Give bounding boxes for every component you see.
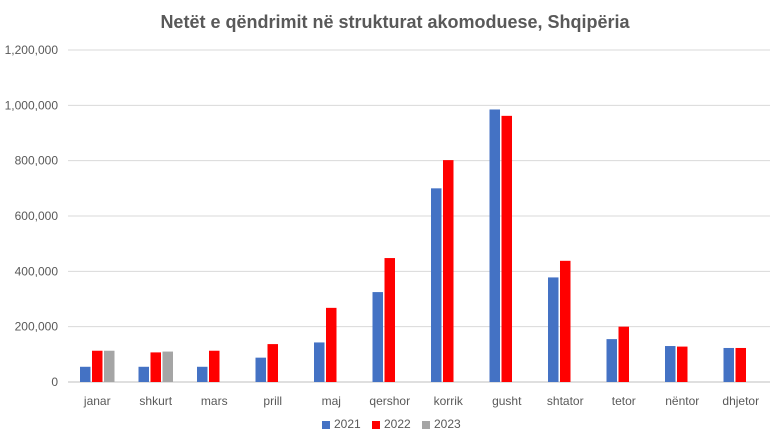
legend-label: 2023 [434,417,461,431]
y-tick-label: 1,000,000 [5,98,59,112]
legend-swatch-2022 [372,421,380,429]
x-tick-label: maj [322,394,341,408]
bar-2022-korrik [443,160,454,382]
x-tick-label: mars [201,394,228,408]
bar-2021-korrik [431,188,442,382]
y-tick-label: 400,000 [15,264,59,278]
bar-2022-prill [267,344,278,382]
bar-2023-shkurt [162,351,173,382]
legend-swatch-2021 [322,421,330,429]
legend-label: 2021 [334,417,361,431]
bar-2021-shtator [548,277,559,382]
x-tick-label: shtator [547,394,584,408]
bar-2021-shkurt [138,366,149,382]
y-tick-label: 0 [51,375,58,389]
bar-2021-maj [314,342,325,382]
y-tick-label: 1,200,000 [5,43,59,57]
gridlines [68,49,770,383]
legend: 2021 2022 2023 [322,417,461,431]
bar-2022-nëntor [677,346,688,382]
bar-2021-prill [255,357,266,382]
bar-2022-qershor [384,258,395,382]
bar-2021-janar [80,366,91,382]
bar-2022-shtator [560,260,571,382]
y-axis-tick-labels: 0 200,000 400,000 600,000 800,000 1,000,000 1,… [5,43,59,389]
legend-swatch-2023 [422,421,430,429]
x-axis-tick-labels: janar shkurt mars prill maj qershor korrik gush… [83,394,759,408]
x-tick-label: janar [83,394,111,408]
bar-2021-dhjetor [723,347,734,382]
bar-2022-gusht [501,115,512,382]
x-tick-label: gusht [492,394,522,408]
legend-label: 2022 [384,417,411,431]
bar-2022-maj [326,307,337,382]
bar-2021-gusht [489,109,500,382]
y-tick-label: 600,000 [15,209,59,223]
bars [80,109,746,382]
x-tick-label: nëntor [665,394,699,408]
bar-2021-qershor [372,292,383,382]
x-tick-label: dhjetor [722,394,759,408]
x-tick-label: tetor [612,394,636,408]
x-tick-label: prill [263,394,282,408]
bar-2022-janar [92,350,103,382]
bar-2022-mars [209,350,220,382]
bar-2023-janar [104,350,115,382]
bar-2022-tetor [618,326,629,382]
x-tick-label: shkurt [139,394,172,408]
bar-2021-mars [197,366,208,382]
x-tick-label: qershor [369,394,410,408]
bar-2022-dhjetor [735,347,746,382]
bar-2021-nëntor [665,346,676,382]
y-tick-label: 800,000 [15,154,59,168]
y-tick-label: 200,000 [15,320,59,334]
x-tick-label: korrik [434,394,464,408]
bar-2021-tetor [606,339,617,382]
bar-2022-shkurt [150,352,161,382]
chart-title: Netët e qëndrimit në strukturat akomodue… [160,12,630,32]
